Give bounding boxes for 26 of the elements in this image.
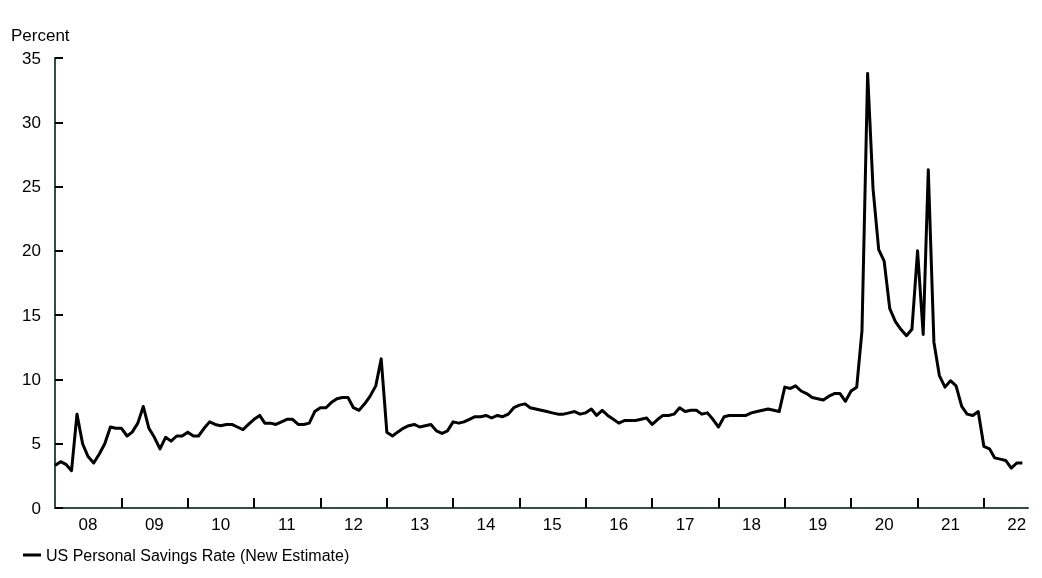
y-tick-label: 35	[22, 48, 41, 68]
y-axis-title: Percent	[11, 26, 70, 45]
y-tick-label: 30	[22, 112, 41, 132]
x-tick-label: 08	[78, 515, 98, 534]
x-tick-label: 18	[741, 515, 761, 534]
x-tick-label: 20	[874, 515, 894, 534]
x-tick-label: 13	[410, 515, 430, 534]
x-tick-label: 11	[278, 515, 296, 534]
y-tick-label: 15	[22, 305, 41, 325]
x-tick-label: 15	[542, 515, 562, 534]
x-tick-label: 22	[1007, 515, 1027, 534]
x-tick-label: 09	[144, 515, 164, 534]
x-tick-label: 21	[940, 515, 960, 534]
y-tick-label: 25	[22, 177, 41, 197]
legend-label: US Personal Savings Rate (New Estimate)	[46, 546, 350, 564]
y-tick-label: 20	[22, 241, 41, 261]
line-series	[53, 71, 1024, 473]
x-tick-label: 17	[675, 515, 695, 534]
x-tick-label: 16	[609, 515, 629, 534]
x-tick-label: 12	[343, 515, 363, 534]
x-tick-label: 19	[808, 515, 828, 534]
x-tick-label: 14	[476, 515, 496, 534]
y-tick-label: 5	[31, 434, 41, 454]
x-tick-label: 10	[211, 515, 231, 534]
y-tick-label: 10	[22, 369, 41, 389]
y-tick-label: 0	[31, 498, 41, 518]
